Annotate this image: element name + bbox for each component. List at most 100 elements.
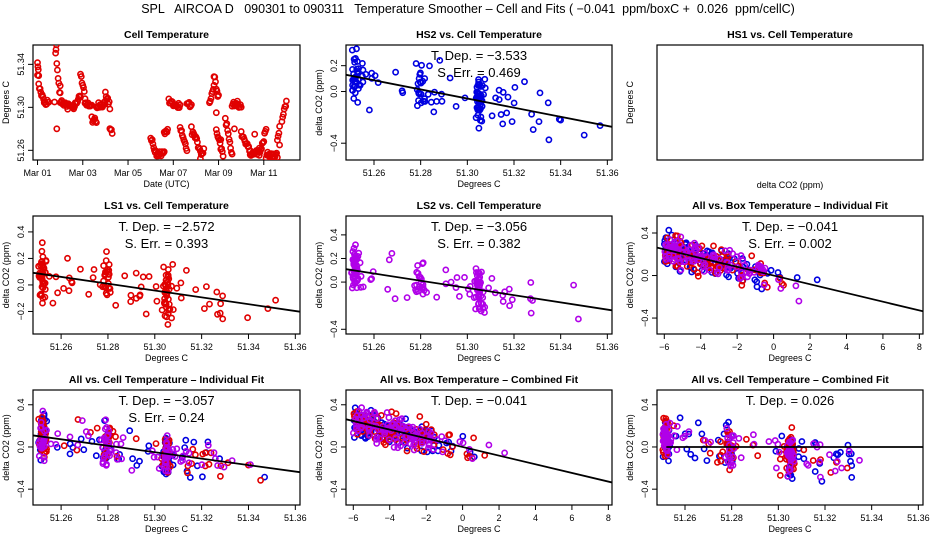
data-point: [129, 455, 136, 463]
y-tick-label: 0.2: [329, 252, 339, 265]
data-point: [798, 438, 806, 445]
data-point: [677, 233, 685, 241]
data-point: [90, 266, 98, 273]
data-point: [365, 106, 373, 114]
data-point: [476, 101, 484, 109]
data-point: [352, 241, 359, 249]
data-point: [475, 124, 483, 132]
y-axis-label: Degrees C: [625, 80, 635, 124]
data-point: [164, 321, 172, 328]
x-tick-label: 8: [917, 342, 922, 352]
data-point: [527, 279, 535, 286]
data-point: [750, 440, 758, 448]
data-point: [34, 59, 41, 67]
data-point: [397, 442, 404, 450]
data-point: [85, 432, 92, 440]
data-point: [176, 124, 184, 131]
data-point: [838, 464, 845, 472]
data-point: [264, 305, 272, 312]
x-tick-label: Mar 03: [69, 168, 97, 178]
temperature-dependence-label: T. Dep. = −3.057: [118, 393, 214, 408]
data-point: [792, 282, 800, 290]
y-axis-label: delta CO2 (ppm): [1, 414, 11, 481]
x-tick-label: 51.36: [596, 342, 619, 352]
data-point: [35, 452, 43, 460]
data-point: [223, 120, 231, 128]
data-point: [390, 443, 398, 451]
data-point: [51, 98, 58, 106]
data-point: [136, 457, 143, 465]
data-point: [35, 439, 43, 446]
data-point: [260, 138, 268, 145]
data-point: [64, 254, 71, 262]
data-point: [362, 409, 370, 417]
data-point: [351, 257, 359, 265]
data-point: [182, 266, 190, 274]
data-point: [218, 145, 225, 153]
data-point: [511, 84, 519, 91]
x-axis-label: Degrees C: [145, 524, 189, 534]
data-point: [433, 293, 441, 301]
data-point: [793, 274, 801, 281]
data-point: [423, 288, 430, 296]
data-point: [38, 292, 45, 299]
data-point: [492, 94, 499, 102]
data-point: [506, 302, 513, 310]
data-point: [224, 126, 231, 134]
x-tick-label: 51.36: [907, 513, 930, 523]
data-point: [99, 460, 107, 467]
chart-panel-all-vs-box-individual: All vs. Box Temperature – Individual Fit…: [625, 200, 924, 363]
data-point: [353, 68, 361, 75]
data-point: [230, 125, 238, 133]
plot-frame: [32, 389, 301, 506]
x-tick-label: 51.30: [144, 513, 167, 523]
data-point: [224, 130, 232, 138]
data-point: [77, 73, 85, 80]
data-point: [219, 152, 227, 160]
data-point: [784, 472, 792, 480]
data-point: [813, 276, 821, 284]
data-point: [455, 292, 463, 300]
data-point: [472, 269, 480, 276]
data-point: [193, 135, 201, 142]
fit-line: [33, 434, 300, 474]
data-point: [698, 430, 706, 438]
data-point: [350, 83, 358, 91]
data-point: [40, 457, 48, 465]
standard-error-label: S. Err. = 0.24: [128, 410, 204, 425]
data-points: [35, 407, 268, 484]
data-point: [427, 98, 435, 106]
data-point: [669, 257, 677, 265]
data-point: [163, 444, 171, 452]
data-point: [445, 431, 452, 439]
data-point: [714, 458, 721, 466]
data-point: [54, 39, 59, 44]
y-axis-label: delta CO2 (ppm): [1, 242, 11, 309]
data-point: [377, 411, 385, 419]
data-point: [353, 45, 360, 53]
data-point: [787, 466, 794, 474]
data-point: [410, 441, 417, 449]
data-point: [105, 427, 113, 435]
data-point: [718, 246, 725, 254]
data-point: [351, 89, 359, 97]
data-point: [415, 97, 422, 104]
data-point: [274, 154, 281, 160]
data-point: [212, 109, 220, 117]
data-point: [244, 314, 251, 322]
data-point: [790, 457, 798, 465]
chart-title: All vs. Box Temperature – Individual Fit: [692, 200, 888, 212]
data-point: [477, 307, 485, 315]
plot-frame: [32, 215, 301, 335]
data-point: [416, 425, 424, 433]
temperature-dependence-label: T. Dep. = −0.041: [431, 393, 527, 408]
data-point: [160, 148, 168, 156]
data-point: [668, 243, 675, 251]
y-tick-label: −0.4: [329, 134, 339, 152]
data-point: [735, 434, 743, 442]
x-tick-label: Mar 05: [114, 168, 142, 178]
data-point: [192, 286, 200, 293]
data-point: [445, 438, 452, 446]
x-axis-label: Degrees C: [457, 524, 501, 534]
x-tick-label: 4: [533, 513, 538, 523]
